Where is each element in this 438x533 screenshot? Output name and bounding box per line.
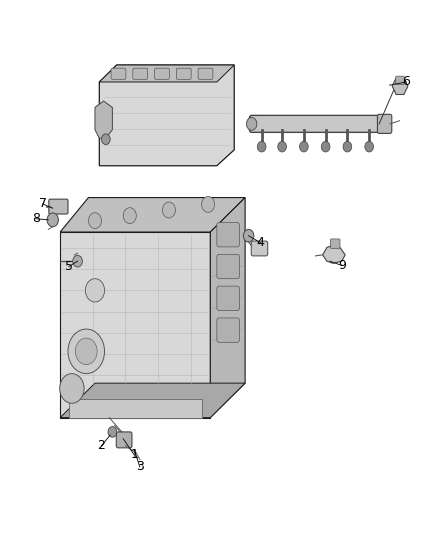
- FancyBboxPatch shape: [217, 254, 240, 279]
- Circle shape: [85, 279, 105, 302]
- Polygon shape: [60, 198, 245, 232]
- Circle shape: [244, 229, 254, 242]
- Circle shape: [300, 141, 308, 152]
- Circle shape: [102, 134, 110, 144]
- FancyBboxPatch shape: [111, 68, 126, 79]
- FancyBboxPatch shape: [217, 286, 240, 311]
- Text: 4: 4: [256, 236, 264, 249]
- FancyBboxPatch shape: [250, 115, 380, 132]
- Polygon shape: [60, 383, 245, 418]
- FancyBboxPatch shape: [177, 68, 191, 79]
- FancyBboxPatch shape: [217, 222, 240, 247]
- Text: 7: 7: [39, 197, 47, 211]
- Text: 8: 8: [32, 212, 40, 225]
- FancyBboxPatch shape: [198, 68, 213, 79]
- Polygon shape: [392, 78, 408, 94]
- Circle shape: [75, 338, 97, 365]
- Circle shape: [47, 213, 58, 227]
- Text: 2: 2: [98, 439, 106, 452]
- FancyBboxPatch shape: [396, 76, 404, 85]
- FancyBboxPatch shape: [49, 199, 68, 214]
- Text: 9: 9: [338, 259, 346, 272]
- Circle shape: [88, 213, 102, 229]
- Polygon shape: [99, 65, 234, 82]
- Circle shape: [257, 141, 266, 152]
- FancyBboxPatch shape: [251, 241, 268, 256]
- Circle shape: [73, 255, 82, 267]
- Polygon shape: [322, 245, 345, 263]
- Circle shape: [321, 141, 330, 152]
- FancyBboxPatch shape: [217, 318, 240, 342]
- Circle shape: [68, 329, 105, 374]
- Circle shape: [123, 208, 136, 223]
- Circle shape: [201, 197, 215, 212]
- Polygon shape: [95, 101, 113, 138]
- Polygon shape: [210, 198, 245, 418]
- Circle shape: [162, 202, 176, 218]
- Circle shape: [365, 141, 374, 152]
- FancyBboxPatch shape: [378, 114, 392, 133]
- Circle shape: [278, 141, 286, 152]
- FancyBboxPatch shape: [116, 432, 132, 448]
- Circle shape: [60, 374, 84, 403]
- Text: 1: 1: [130, 448, 138, 461]
- Circle shape: [343, 141, 352, 152]
- Text: 6: 6: [402, 76, 410, 88]
- FancyBboxPatch shape: [330, 239, 340, 248]
- Polygon shape: [99, 65, 234, 166]
- Circle shape: [108, 426, 117, 437]
- FancyBboxPatch shape: [133, 68, 148, 79]
- Circle shape: [247, 117, 257, 130]
- FancyBboxPatch shape: [155, 68, 170, 79]
- Text: 5: 5: [65, 260, 73, 273]
- Text: 3: 3: [136, 461, 144, 473]
- Polygon shape: [69, 399, 201, 418]
- Polygon shape: [60, 232, 210, 418]
